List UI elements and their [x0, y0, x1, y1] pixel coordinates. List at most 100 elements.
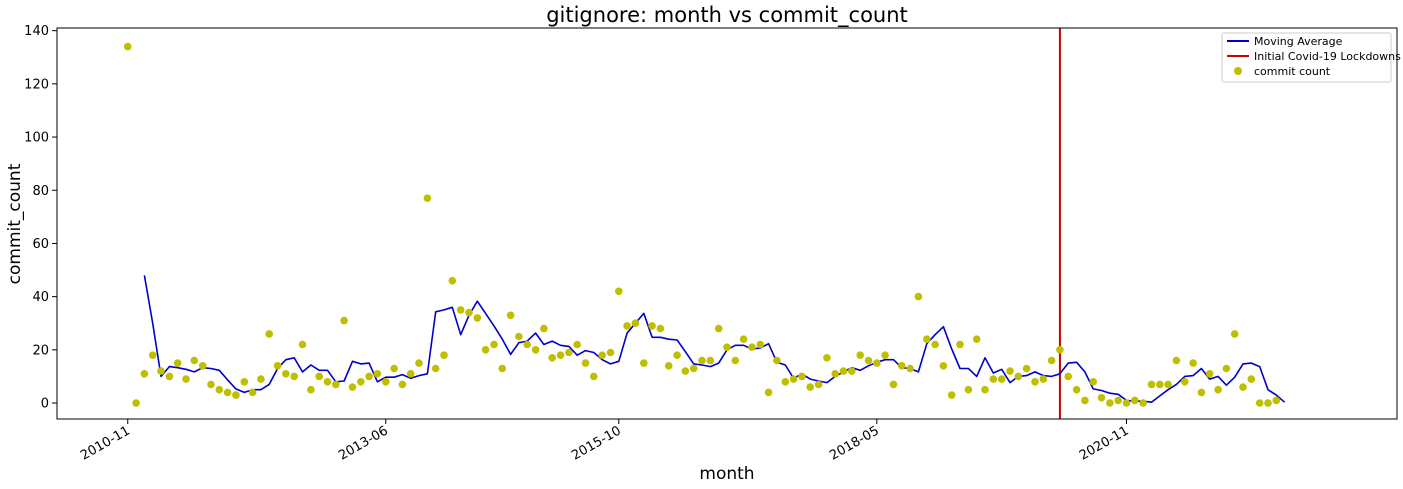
commit-count-point: [1122, 399, 1131, 407]
legend-commit-count-label: commit count: [1254, 65, 1331, 78]
commit-count-point: [315, 372, 324, 381]
commit-count-point: [831, 370, 839, 378]
commit-count-point: [1097, 393, 1106, 402]
commit-count-point: [1031, 378, 1039, 386]
commit-count-point: [498, 364, 507, 373]
commit-count-point: [1106, 399, 1114, 407]
commit-count-point: [1039, 375, 1048, 383]
commit-count-point: [748, 343, 756, 352]
commit-count-point: [1014, 372, 1023, 381]
commit-count-point: [848, 367, 856, 375]
commit-count-point: [423, 194, 432, 202]
commit-count-point: [1064, 372, 1072, 381]
commit-count-point: [1147, 380, 1156, 389]
commit-count-point: [323, 378, 332, 386]
commit-count-point: [548, 354, 556, 362]
commit-count-point: [340, 316, 348, 325]
commit-count-point: [673, 351, 681, 360]
y-tick-label: 100: [24, 131, 49, 146]
commit-count-point: [173, 359, 182, 367]
commit-count-point: [964, 385, 973, 394]
commit-count-point: [223, 388, 232, 397]
commit-count-point: [456, 306, 465, 314]
y-axis-title: commit_count: [5, 163, 25, 284]
y-tick-label: 20: [32, 343, 49, 358]
moving-average-layer: [143, 275, 1286, 404]
commit-count-point: [981, 385, 989, 394]
legend: Moving Average Initial Covid-19 Lockdown…: [1221, 32, 1401, 83]
commit-count-point: [856, 351, 864, 360]
commit-count-point: [406, 370, 415, 378]
commit-count-point: [298, 340, 307, 349]
commit-count-point: [207, 380, 215, 389]
y-tick-label: 0: [41, 397, 49, 412]
commit-count-point: [1022, 364, 1031, 373]
commit-count-point: [1197, 388, 1206, 397]
commit-count-point: [465, 308, 473, 317]
commit-count-point: [889, 380, 898, 389]
commit-count-point: [1131, 396, 1139, 405]
commit-count-point: [307, 385, 315, 394]
commit-count-point: [1072, 385, 1081, 394]
commit-count-point: [906, 364, 914, 373]
commit-count-point: [739, 335, 748, 344]
commit-count-point: [1214, 385, 1222, 394]
commit-count-point: [1156, 380, 1164, 389]
commit-count-point: [864, 356, 873, 365]
commit-count-point: [640, 359, 648, 367]
commit-count-point: [132, 399, 140, 407]
commit-count-point: [997, 375, 1006, 383]
commit-count-point: [898, 362, 906, 370]
commit-count-point: [1172, 356, 1181, 365]
commit-count-point: [590, 372, 598, 381]
commit-count-point: [148, 351, 157, 360]
commit-count-point: [698, 356, 706, 365]
commit-count-point: [523, 340, 531, 349]
commit-count-point: [764, 388, 773, 397]
commit-count-point: [1189, 359, 1197, 367]
legend-moving-average-label: Moving Average: [1254, 35, 1343, 48]
y-axis-ticks: 0 20 40 60 80 100 120 140: [24, 24, 57, 412]
chart-title: gitignore: month vs commit_count: [546, 3, 908, 28]
commit-count-point: [1239, 383, 1247, 391]
commit-count-point: [1006, 367, 1014, 375]
commit-count-point: [1264, 399, 1272, 407]
y-tick-label: 120: [24, 77, 49, 92]
commit-count-point: [706, 356, 715, 365]
commit-count-point: [781, 378, 790, 386]
commit-count-point: [265, 330, 274, 338]
commit-count-point: [273, 362, 282, 370]
commit-count-point: [123, 42, 132, 51]
commit-count-point: [257, 375, 265, 383]
commit-count-point: [881, 351, 889, 360]
commit-count-point: [1164, 380, 1172, 389]
commit-count-point: [556, 351, 565, 360]
commit-count-point: [931, 340, 939, 349]
commit-count-point: [989, 375, 998, 383]
commit-count-point: [348, 383, 357, 391]
legend-commit-count-swatch: [1234, 67, 1242, 75]
commit-count-point: [1081, 396, 1089, 405]
commit-count-point: [1047, 356, 1056, 365]
commit-count-point: [573, 340, 581, 349]
commit-count-point: [431, 364, 440, 373]
commit-count-point: [615, 287, 623, 296]
y-tick-label: 140: [24, 24, 49, 39]
commit-count-point: [839, 367, 848, 375]
commit-count-point: [506, 311, 515, 320]
commit-count-point: [1247, 375, 1256, 383]
commit-count-point: [240, 378, 249, 386]
commit-count-point: [956, 340, 964, 349]
commit-count-point: [165, 372, 174, 381]
commit-count-point: [789, 375, 798, 383]
commit-count-point: [773, 356, 781, 365]
commit-count-point: [914, 292, 923, 301]
commit-count-point: [1230, 330, 1239, 338]
y-tick-label: 40: [32, 290, 49, 305]
commit-count-point: [681, 367, 690, 375]
commit-count-points: [123, 42, 1281, 407]
commit-count-point: [689, 364, 698, 373]
y-tick-label: 80: [32, 184, 49, 199]
commit-count-point: [332, 380, 340, 389]
